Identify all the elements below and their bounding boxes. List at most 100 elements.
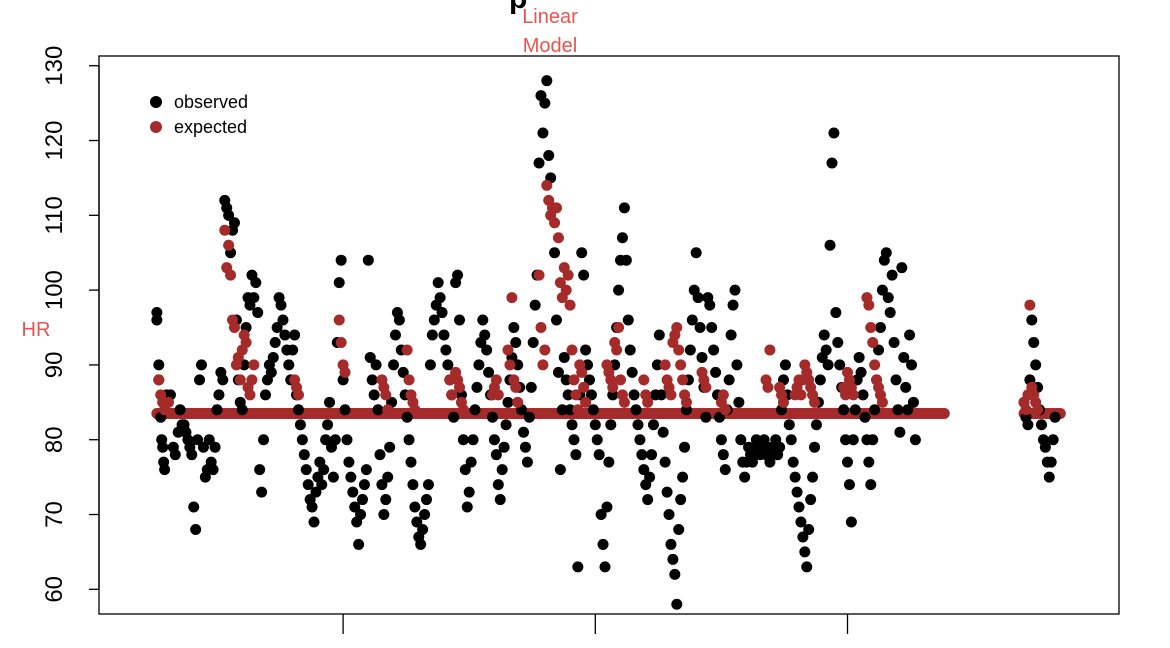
observed-point	[622, 314, 634, 326]
observed-point	[576, 247, 588, 259]
observed-point	[500, 419, 512, 431]
expected-point	[876, 396, 888, 408]
observed-point	[471, 381, 483, 393]
observed-point	[518, 426, 530, 438]
observed-point	[626, 366, 638, 378]
observed-point	[669, 568, 681, 580]
observed-point	[599, 561, 611, 573]
observed-point	[250, 277, 262, 289]
expected-point	[490, 374, 502, 386]
observed-point	[564, 404, 576, 416]
observed-point	[679, 441, 691, 453]
observed-point	[401, 411, 413, 423]
legend: observed expected	[150, 92, 248, 137]
observed-point	[279, 329, 291, 341]
legend-marker-expected	[150, 121, 162, 133]
expected-point	[568, 374, 580, 386]
expected-point	[613, 322, 625, 334]
observed-point	[873, 344, 885, 356]
observed-point	[1039, 441, 1051, 453]
observed-point	[459, 464, 471, 476]
y-tick-label: 110	[41, 196, 68, 234]
observed-point	[527, 336, 539, 348]
observed-point	[810, 419, 822, 431]
observed-point	[578, 269, 590, 281]
expected-point	[403, 374, 415, 386]
observed-point	[228, 217, 240, 229]
observed-point	[421, 494, 433, 506]
observed-point	[442, 359, 454, 371]
y-tick-label: 130	[41, 46, 68, 86]
y-tick-label: 60	[41, 576, 68, 603]
observed-point	[809, 441, 821, 453]
observed-point	[636, 449, 648, 461]
observed-point	[719, 464, 731, 476]
expected-point	[380, 389, 392, 401]
expected-point	[865, 322, 877, 334]
annotation-line-2: Model	[523, 35, 577, 57]
expected-point	[840, 389, 852, 401]
observed-point	[294, 419, 306, 431]
observed-point	[824, 239, 836, 251]
observed-point	[345, 471, 357, 483]
expected-point	[504, 359, 516, 371]
observed-point	[256, 486, 268, 498]
observed-point	[735, 434, 747, 446]
observed-point	[706, 322, 718, 334]
observed-point	[603, 456, 615, 468]
observed-point	[529, 299, 541, 311]
observed-point	[432, 277, 444, 289]
expected-series	[153, 179, 1044, 416]
observed-point	[686, 314, 698, 326]
observed-point	[1028, 336, 1040, 348]
observed-point	[333, 277, 345, 289]
observed-point	[308, 516, 320, 528]
expected-point	[564, 299, 576, 311]
observed-point	[814, 374, 826, 386]
expected-point	[869, 359, 881, 371]
observed-point	[832, 336, 844, 348]
observed-point	[267, 351, 279, 363]
observed-point	[519, 441, 531, 453]
observed-point	[657, 426, 669, 438]
observed-point	[374, 449, 386, 461]
observed-point	[805, 494, 817, 506]
observed-point	[694, 322, 706, 334]
observed-point	[382, 471, 394, 483]
y-tick-label: 70	[41, 501, 68, 528]
observed-point	[378, 509, 390, 521]
observed-point	[663, 509, 675, 521]
expected-point	[570, 389, 582, 401]
observed-point	[223, 209, 235, 221]
observed-point	[783, 419, 795, 431]
observed-point	[422, 479, 434, 491]
observed-point	[892, 404, 904, 416]
expected-point	[764, 344, 776, 356]
expected-point	[671, 322, 683, 334]
observed-point	[393, 314, 405, 326]
observed-point	[869, 404, 881, 416]
observed-point	[403, 434, 415, 446]
observed-point	[638, 464, 650, 476]
expected-point	[554, 277, 566, 289]
observed-point	[1043, 471, 1055, 483]
observed-point	[238, 359, 250, 371]
observed-point	[364, 351, 376, 363]
expected-point	[659, 359, 671, 371]
observed-point	[298, 449, 310, 461]
observed-point	[217, 374, 229, 386]
expected-point	[552, 232, 564, 244]
expected-point	[1020, 404, 1032, 416]
expected-point	[611, 344, 623, 356]
legend-marker-observed	[150, 96, 162, 108]
observed-point	[411, 516, 423, 528]
expected-point	[492, 389, 504, 401]
observed-point	[192, 434, 204, 446]
observed-point	[384, 441, 396, 453]
observed-point	[838, 404, 850, 416]
expected-point	[510, 381, 522, 393]
observed-point	[597, 538, 609, 550]
observed-point	[287, 344, 299, 356]
expected-point	[502, 344, 514, 356]
observed-point	[151, 307, 163, 319]
